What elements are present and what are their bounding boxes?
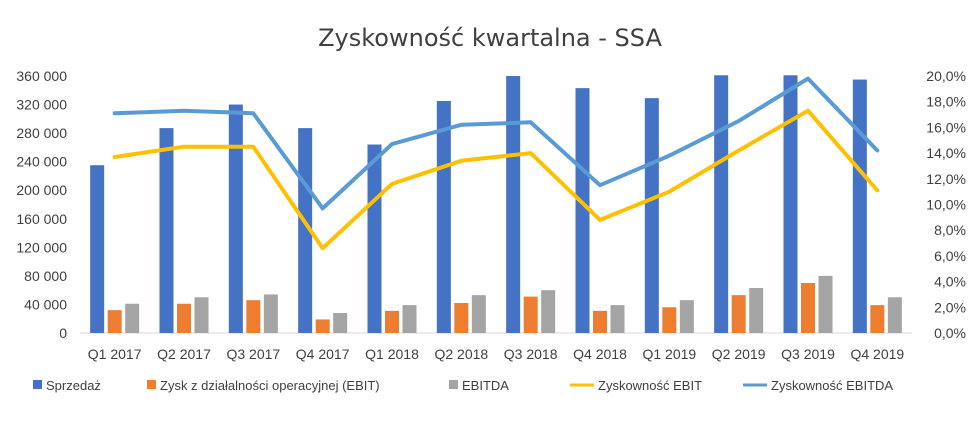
legend-label: EBITDA (462, 378, 509, 393)
bar (783, 75, 798, 334)
bar (523, 296, 538, 333)
bar (593, 310, 607, 333)
legend-swatch (449, 380, 458, 389)
bar (818, 275, 833, 333)
chart-title: Zyskowność kwartalna - SSA (318, 24, 662, 52)
bar (125, 303, 140, 333)
series-line (112, 76, 880, 211)
x-tick-label: Q3 2018 (504, 346, 558, 362)
bar (749, 288, 764, 333)
left-tick-label: 320 000 (16, 97, 67, 113)
bar (107, 310, 122, 333)
x-tick-label: Q3 2017 (226, 346, 280, 362)
legend-label: Zyskowność EBITDA (771, 378, 893, 393)
legend-label: Zysk z działalności operacyjnej (EBIT) (160, 378, 380, 393)
left-tick-label: 0 (59, 325, 67, 341)
bar (887, 297, 902, 333)
bar (662, 307, 677, 333)
bar (385, 310, 399, 333)
x-tick-label: Q4 2019 (850, 346, 904, 362)
bar (852, 79, 867, 333)
bar-series (90, 75, 902, 334)
bar (541, 290, 556, 333)
right-tick-label: 18,0% (926, 94, 966, 110)
bar (801, 283, 815, 333)
bar (870, 305, 885, 333)
line-series (112, 76, 880, 251)
right-tick-label: 12,0% (926, 171, 966, 187)
bar (644, 98, 659, 333)
bar (402, 305, 417, 333)
left-tick-label: 160 000 (16, 211, 67, 227)
bar (714, 75, 729, 334)
bar (194, 297, 209, 333)
bar (575, 88, 590, 333)
right-tick-label: 14,0% (926, 145, 966, 161)
bar (679, 300, 694, 333)
left-tick-label: 360 000 (16, 68, 67, 84)
bar (506, 76, 521, 333)
legend: Sprzedaż Zysk z działalności operacyjnej … (33, 378, 893, 393)
legend-swatch (33, 380, 42, 389)
left-tick-label: 80 000 (24, 268, 67, 284)
right-tick-label: 20,0% (926, 68, 966, 84)
left-tick-label: 280 000 (16, 125, 67, 141)
bar (436, 100, 451, 333)
left-axis: 0 40 000 80 000 120 000 160 000 200 000 240 00… (16, 68, 67, 341)
bar (315, 319, 330, 333)
x-tick-label: Q1 2019 (642, 346, 696, 362)
bar (610, 305, 625, 333)
x-tick-label: Q2 2018 (434, 346, 488, 362)
bar (471, 295, 486, 333)
x-tick-label: Q4 2017 (296, 346, 350, 362)
right-tick-label: 8,0% (934, 222, 966, 238)
bar (90, 165, 105, 333)
bar (454, 303, 469, 333)
right-tick-label: 16,0% (926, 119, 966, 135)
left-tick-label: 120 000 (16, 239, 67, 255)
right-tick-label: 10,0% (926, 197, 966, 213)
right-tick-label: 4,0% (934, 274, 966, 290)
bar (246, 300, 261, 333)
legend-label: Sprzedaż (46, 378, 101, 393)
left-tick-label: 240 000 (16, 154, 67, 170)
bar (263, 294, 278, 333)
legend-swatch (147, 380, 156, 389)
bar (333, 313, 348, 333)
x-tick-label: Q2 2019 (712, 346, 766, 362)
bar (367, 144, 382, 333)
right-tick-label: 6,0% (934, 248, 966, 264)
bar (177, 303, 191, 333)
right-tick-label: 0,0% (934, 325, 966, 341)
left-tick-label: 200 000 (16, 182, 67, 198)
bar (159, 128, 174, 333)
bar (228, 104, 243, 333)
x-tick-label: Q1 2018 (365, 346, 419, 362)
x-tick-label: Q3 2019 (781, 346, 835, 362)
x-axis: Q1 2017 Q2 2017 Q3 2017 Q4 2017 Q1 2018 Q2 20… (88, 346, 905, 362)
series-line (112, 108, 880, 251)
bar (731, 295, 746, 333)
legend-label: Zyskowność EBIT (598, 378, 702, 393)
x-tick-label: Q4 2018 (573, 346, 627, 362)
x-tick-label: Q2 2017 (157, 346, 211, 362)
x-tick-label: Q1 2017 (88, 346, 142, 362)
right-tick-label: 2,0% (934, 299, 966, 315)
left-tick-label: 40 000 (24, 296, 67, 312)
right-axis: 0,0% 2,0% 4,0% 6,0% 8,0% 10,0% 12,0% 14,0% 16,0%… (926, 68, 966, 341)
